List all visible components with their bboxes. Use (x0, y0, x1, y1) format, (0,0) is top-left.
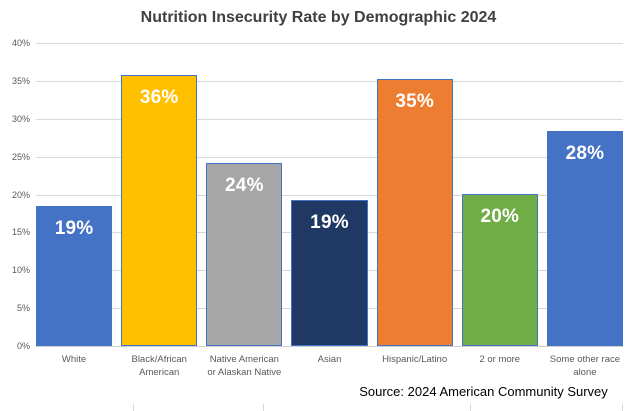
bar: 19% (291, 199, 368, 346)
bar: 35% (376, 79, 453, 346)
bar-value-label: 35% (395, 91, 434, 113)
x-axis-line (36, 346, 623, 347)
bar-slot: 19% (36, 43, 113, 346)
bottom-tick (622, 404, 623, 411)
x-axis-labels: White Black/African American Native Americ… (36, 353, 623, 379)
bottom-tick (263, 404, 264, 411)
y-tick-label: 20% (11, 189, 30, 200)
bar-value-label: 36% (139, 86, 179, 108)
bar-value-label: 28% (565, 142, 605, 164)
gridline (36, 43, 623, 44)
x-tick-label: 2 or more (479, 354, 521, 365)
bar-slot: 35% (376, 43, 453, 346)
bar-slot: 36% (121, 43, 198, 346)
y-tick-label: 30% (11, 113, 30, 124)
y-tick-label: 25% (11, 151, 30, 162)
bar-value-label: 19% (310, 211, 349, 233)
bar: 19% (36, 205, 113, 346)
gridline (36, 80, 623, 82)
bar-value-label: 24% (225, 174, 264, 196)
x-tick-label: Asian (317, 354, 342, 365)
x-tick-label: White (61, 354, 87, 365)
bar: 36% (121, 74, 198, 346)
chart-title: Nutrition Insecurity Rate by Demographic… (140, 9, 497, 26)
bar-value-label: 19% (54, 217, 94, 239)
bar: 24% (206, 162, 283, 346)
bottom-tick (133, 404, 134, 411)
source-note: Source: 2024 American Community Survey (359, 384, 608, 399)
bar-slot: 19% (291, 43, 368, 346)
gridline (36, 156, 623, 158)
y-tick-label: 15% (11, 227, 30, 238)
bars-row: 19% 36% 24% 19% 35% 20% 28% (36, 43, 623, 346)
y-tick-label: 35% (11, 75, 30, 86)
bottom-tick (470, 404, 471, 411)
x-tick-label: Hispanic/Latino (382, 354, 448, 365)
y-tick-label: 40% (11, 38, 30, 48)
gridline (36, 118, 623, 120)
y-tick-label: 0% (16, 341, 30, 351)
gridline (36, 194, 623, 196)
y-tick-label: 10% (11, 265, 30, 276)
bar: 28% (546, 130, 623, 346)
bar-slot: 20% (461, 43, 538, 346)
x-tick-label: Black/African American (131, 354, 187, 378)
y-tick-label: 5% (16, 303, 30, 314)
bar-slot: 28% (546, 43, 623, 346)
x-tick-label: Some other race alone (549, 354, 621, 378)
bar: 20% (461, 193, 538, 346)
bar-value-label: 20% (480, 205, 520, 227)
bar-slot: 24% (206, 43, 283, 346)
x-tick-label: Native American or Alaskan Native (207, 354, 282, 378)
